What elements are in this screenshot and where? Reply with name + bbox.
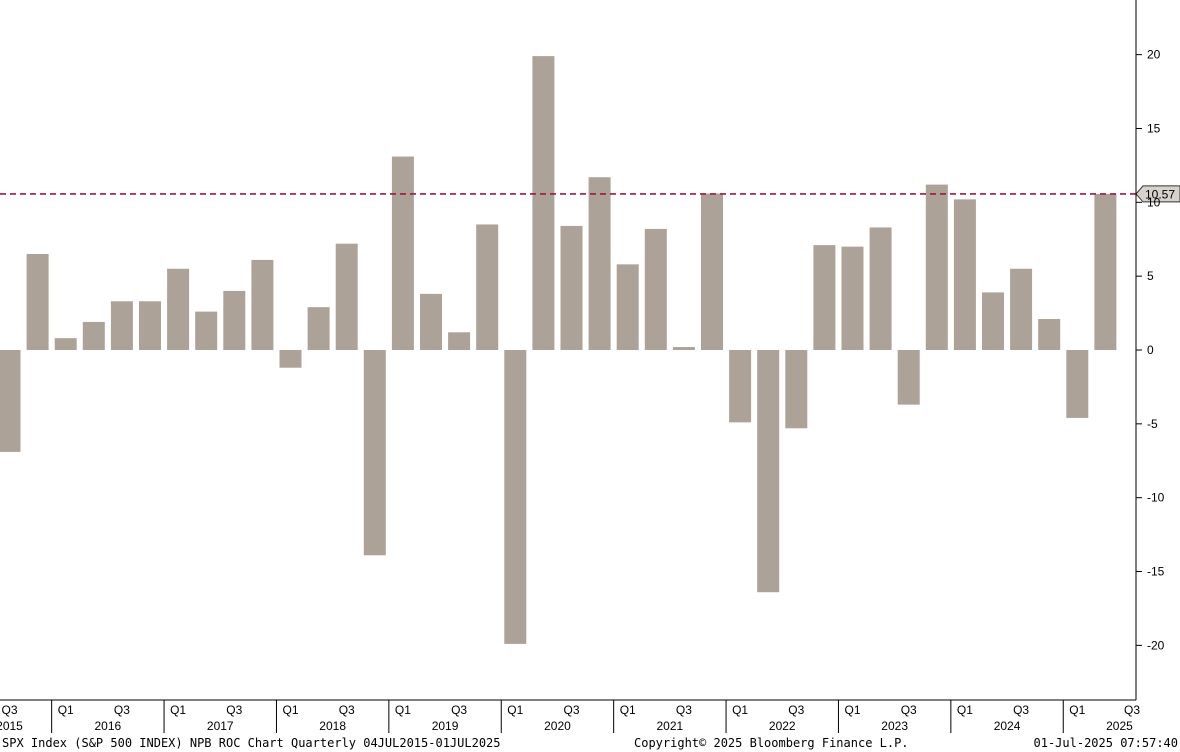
x-tick-label-q3-24: Q3 — [676, 703, 692, 717]
bar-q3-2017 — [223, 290, 246, 350]
y-tick-label-15: 15 — [1147, 121, 1161, 135]
bar-q1-2019 — [391, 156, 414, 350]
bar-q3-2023 — [897, 350, 920, 405]
x-tick-label-q3-16: Q3 — [451, 703, 467, 717]
x-tick-label-q1-30: Q1 — [844, 703, 860, 717]
bar-q3-2019 — [448, 332, 471, 350]
bar-q2-2024 — [982, 292, 1004, 350]
x-tick-label-q1-26: Q1 — [732, 703, 748, 717]
bar-q4-2016 — [139, 301, 161, 350]
bar-q4-2017 — [251, 259, 274, 350]
bar-q2-2023 — [869, 227, 892, 350]
bar-q4-2020 — [588, 177, 611, 350]
bar-q2-2017 — [195, 311, 218, 350]
x-year-label-2018: 2018 — [319, 719, 346, 733]
y-tick-label-5: 5 — [1147, 269, 1154, 283]
reference-line-group: 10.57 — [0, 185, 1180, 203]
bar-q4-2023 — [925, 184, 948, 350]
y-tick-label--15: -15 — [1147, 565, 1165, 579]
bar-q4-2015 — [26, 254, 49, 350]
bar-q2-2018 — [307, 307, 330, 350]
bar-q4-2019 — [476, 224, 499, 350]
x-tick-label-q1-22: Q1 — [620, 703, 636, 717]
x-tick-label-q3-4: Q3 — [114, 703, 130, 717]
bar-q4-2024 — [1038, 318, 1061, 350]
bar-q4-2022 — [813, 245, 836, 350]
x-tick-label-q3-20: Q3 — [563, 703, 579, 717]
bars-group — [0, 56, 1117, 644]
x-tick-label-q3-8: Q3 — [226, 703, 242, 717]
reference-value-label: 10.57 — [1145, 187, 1175, 201]
y-tick-label-20: 20 — [1147, 48, 1161, 62]
bar-q1-2016 — [54, 338, 77, 350]
bar-q3-2022 — [785, 350, 808, 429]
bar-q2-2021 — [644, 228, 667, 350]
bar-q3-2020 — [560, 225, 583, 350]
x-tick-label-q3-32: Q3 — [901, 703, 917, 717]
x-year-label-2025: 2025 — [1106, 719, 1133, 733]
bar-q4-2021 — [701, 193, 723, 350]
footer-timestamp: 01-Jul-2025 07:57:40 — [1033, 736, 1179, 750]
x-tick-label-q1-10: Q1 — [282, 703, 298, 717]
footer: SPX Index (S&P 500 INDEX) NPB ROC Chart … — [0, 735, 1180, 752]
x-year-label-2016: 2016 — [94, 719, 121, 733]
bar-q4-2018 — [363, 350, 386, 556]
x-year-label-2019: 2019 — [432, 719, 459, 733]
bar-q2-2025 — [1094, 193, 1117, 350]
x-tick-label-q1-6: Q1 — [170, 703, 186, 717]
x-year-label-2024: 2024 — [994, 719, 1021, 733]
bar-q2-2020 — [532, 56, 555, 351]
bar-q3-2021 — [672, 347, 695, 350]
bar-q3-2024 — [1010, 268, 1033, 350]
x-tick-label-q1-14: Q1 — [395, 703, 411, 717]
x-year-label-2021: 2021 — [656, 719, 683, 733]
x-tick-label-q3-12: Q3 — [339, 703, 355, 717]
footer-copyright: Copyright© 2025 Bloomberg Finance L.P. — [634, 736, 909, 750]
bar-q2-2019 — [420, 293, 442, 350]
x-tick-label-q1-38: Q1 — [1069, 703, 1085, 717]
x-tick-label-q1-2: Q1 — [58, 703, 74, 717]
bar-q1-2017 — [167, 268, 190, 350]
x-year-label-2015: 2015 — [0, 719, 23, 733]
bar-q1-2020 — [504, 350, 527, 644]
x-year-label-2020: 2020 — [544, 719, 571, 733]
bar-q1-2021 — [616, 264, 639, 350]
bar-q1-2023 — [841, 246, 864, 350]
bar-q1-2025 — [1066, 350, 1089, 418]
bar-q1-2022 — [729, 350, 752, 423]
y-axis: -20 -15 -10 -5 0 5 10 15 20 — [1135, 0, 1165, 700]
footer-chart-description: SPX Index (S&P 500 INDEX) NPB ROC Chart … — [2, 736, 501, 750]
y-tick-label--10: -10 — [1147, 491, 1165, 505]
x-year-label-2023: 2023 — [881, 719, 908, 733]
reference-value-tag — [1135, 185, 1180, 203]
x-tick-label-q1-34: Q1 — [957, 703, 973, 717]
y-tick-label-10: 10 — [1147, 195, 1161, 209]
x-year-label-2017: 2017 — [207, 719, 234, 733]
bar-q3-2015 — [0, 350, 21, 452]
x-axis: Q3 2015 Q1 Q3 Q1 Q3 Q1 Q3 Q1 Q3 Q1 Q3 Q1 Q3 Q1 Q3 Q1 Q3 Q1… — [0, 699, 1140, 733]
bar-q3-2016 — [110, 301, 133, 350]
x-tick-label-q3-28: Q3 — [788, 703, 804, 717]
x-tick-label-q3-0: Q3 — [1, 703, 17, 717]
y-tick-label--20: -20 — [1147, 638, 1165, 652]
x-year-label-2022: 2022 — [769, 719, 796, 733]
bar-q1-2018 — [279, 350, 302, 368]
x-tick-label-q3-40: Q3 — [1124, 703, 1140, 717]
y-tick-label-0: 0 — [1147, 343, 1154, 357]
bar-q3-2018 — [335, 243, 358, 350]
y-tick-label--5: -5 — [1147, 417, 1158, 431]
bar-q2-2022 — [757, 350, 780, 593]
x-tick-label-q1-18: Q1 — [507, 703, 523, 717]
bar-q1-2024 — [953, 199, 976, 350]
bar-q2-2016 — [82, 321, 105, 350]
x-tick-label-q3-36: Q3 — [1013, 703, 1029, 717]
